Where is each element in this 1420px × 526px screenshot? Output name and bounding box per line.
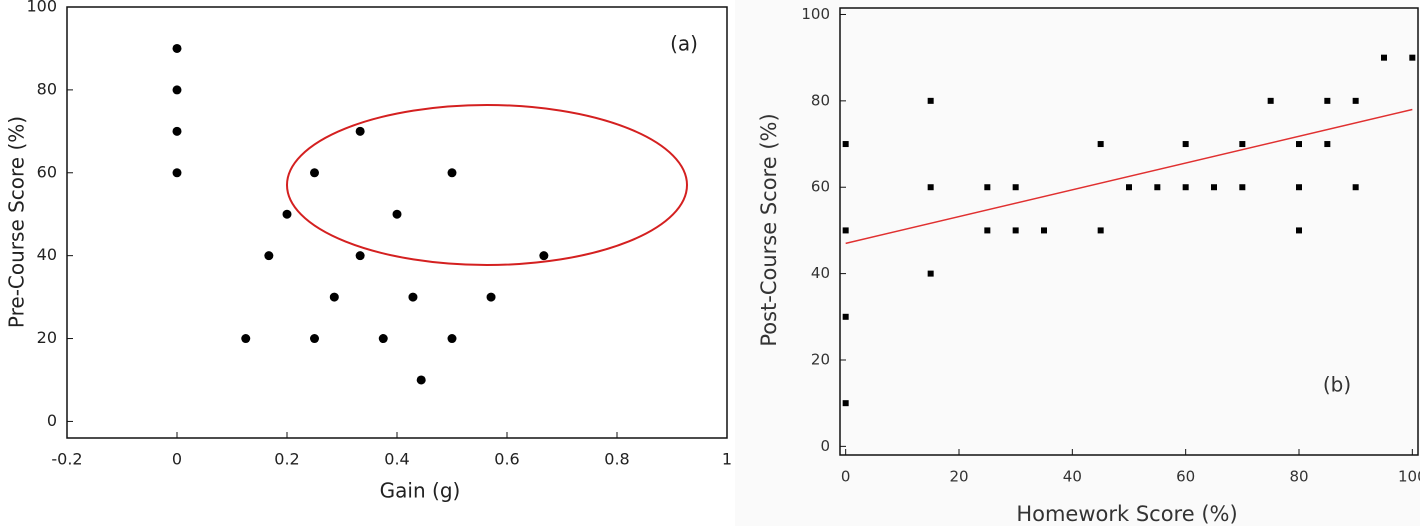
x-tick-label: 20 — [949, 468, 968, 486]
point — [1154, 184, 1161, 191]
x-tick-label: 1 — [722, 450, 732, 469]
point — [842, 227, 849, 234]
plot-frame — [66, 6, 728, 439]
point — [842, 141, 849, 148]
point — [1012, 227, 1019, 234]
point — [842, 400, 849, 407]
x-tick-label: 0.4 — [384, 450, 409, 469]
point — [1041, 227, 1047, 234]
point — [927, 97, 934, 104]
x-tick-label: 0 — [172, 450, 182, 469]
point — [539, 251, 549, 261]
chart: 0 20 40 60 80 100 0 20 40 60 80 100 (b) Homework Scor… — [757, 5, 1420, 526]
x-tick-label: 60 — [1176, 468, 1195, 486]
point — [1126, 184, 1132, 191]
point — [1352, 184, 1359, 191]
point — [1296, 184, 1302, 191]
y-tick-label: 0 — [47, 411, 57, 430]
point — [1097, 227, 1104, 234]
point — [355, 126, 365, 136]
point — [1352, 97, 1359, 104]
point — [378, 334, 388, 344]
x-tick-label: 100 — [1398, 468, 1420, 486]
y-tick-label: 100 — [26, 0, 57, 16]
point — [1324, 141, 1331, 148]
x-tick-label: -0.2 — [51, 450, 82, 469]
x-tick-label: 80 — [1289, 468, 1308, 486]
point — [1296, 141, 1302, 148]
point — [241, 334, 251, 344]
y-tick-label: 80 — [37, 79, 57, 98]
point — [927, 184, 934, 191]
panel-background — [735, 0, 1420, 526]
point — [329, 292, 339, 302]
point — [408, 292, 418, 302]
y-tick-label: 20 — [37, 328, 57, 347]
plot-frame — [839, 7, 1419, 456]
point — [1097, 141, 1104, 148]
point — [447, 334, 457, 344]
point — [264, 251, 274, 261]
y-tick-label: 100 — [801, 5, 830, 23]
point — [172, 126, 182, 136]
y-tick-label: 40 — [811, 264, 830, 282]
chart: -0.2 0 0.2 0.4 0.6 0.8 1 0 20 40 60 80 100 (a) Gain (g… — [5, 0, 733, 503]
point — [1324, 97, 1331, 104]
point — [172, 85, 182, 95]
point — [984, 184, 991, 191]
point — [355, 251, 365, 261]
x-tick-label: 40 — [1063, 468, 1082, 486]
x-tick-label: 0 — [841, 468, 851, 486]
point — [842, 313, 849, 320]
y-tick-label: 0 — [820, 437, 830, 455]
highlight-ellipse — [286, 104, 688, 266]
point — [486, 292, 496, 302]
point — [1239, 184, 1246, 191]
point — [1182, 141, 1189, 148]
point — [310, 334, 319, 344]
point — [1012, 184, 1019, 191]
point — [416, 375, 426, 385]
point — [1296, 227, 1302, 234]
y-tick-label: 60 — [37, 162, 57, 181]
point — [1211, 184, 1217, 191]
point — [1267, 97, 1274, 104]
y-axis-label: Post-Course Score (%) — [757, 113, 781, 346]
point — [310, 168, 319, 178]
point — [172, 43, 182, 53]
y-tick-label: 60 — [811, 178, 830, 196]
point — [392, 209, 402, 219]
point — [1409, 54, 1416, 61]
x-axis-label: Homework Score (%) — [1016, 502, 1237, 526]
point — [1182, 184, 1189, 191]
point — [927, 270, 934, 277]
point — [282, 209, 292, 219]
x-tick-label: 0.8 — [604, 450, 629, 469]
x-tick-label: 0.6 — [494, 450, 519, 469]
x-tick-label: 0.2 — [274, 450, 299, 469]
annotation: (b) — [1323, 373, 1351, 397]
point — [447, 168, 457, 178]
y-tick-label: 80 — [811, 91, 830, 109]
annotation: (a) — [670, 32, 698, 56]
point — [1381, 54, 1387, 61]
point — [172, 168, 182, 178]
x-axis-label: Gain (g) — [380, 479, 461, 503]
point — [1239, 141, 1246, 148]
point — [984, 227, 991, 234]
y-tick-label: 40 — [37, 245, 57, 264]
y-tick-label: 20 — [811, 350, 830, 368]
trend-line — [845, 108, 1413, 245]
y-axis-label: Pre-Course Score (%) — [5, 116, 29, 328]
